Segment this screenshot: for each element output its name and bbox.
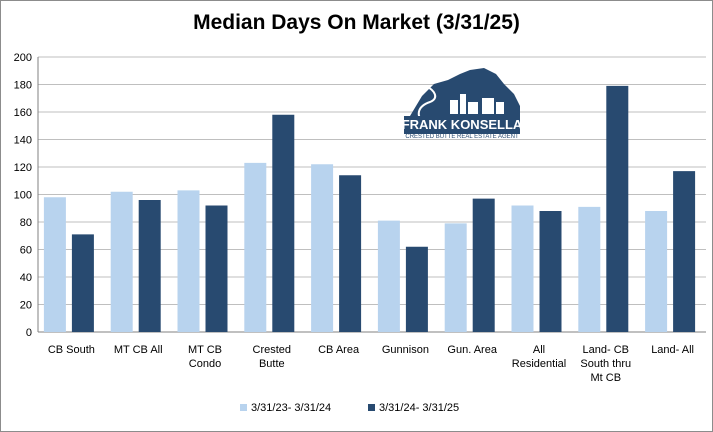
bar-s1-2 (177, 190, 200, 332)
x-category-label: Gunnison (382, 344, 429, 356)
x-category-label: CB South (48, 344, 95, 356)
x-category-label-line: CB Area (318, 344, 360, 356)
x-category-label-line: Condo (189, 358, 221, 370)
x-category-label: All Residential (512, 344, 566, 370)
y-axis-ticks: 0 20 40 60 80 100 120 140 160 180 200 (14, 52, 32, 339)
bar-s2-9 (673, 171, 696, 332)
x-category-label: Land- All (651, 344, 694, 356)
x-category-label-line: All (533, 344, 545, 356)
bar-s1-3 (244, 162, 267, 332)
x-category-label: Crested Butte (253, 344, 292, 370)
bar-s1-6 (444, 223, 467, 332)
x-category-label-line: Land- CB (583, 344, 629, 356)
gridlines (37, 56, 706, 333)
legend-label-2: 3/31/24- 3/31/25 (379, 402, 459, 414)
bars (43, 85, 696, 332)
x-category-label-line: South thru (580, 358, 631, 370)
bar-s1-7 (511, 205, 534, 332)
bar-s2-3 (272, 114, 295, 332)
legend-label-1: 3/31/23- 3/31/24 (251, 402, 331, 414)
x-category-label: CB Area (318, 344, 360, 356)
x-category-label-line: Crested (253, 344, 292, 356)
x-category-label-line: CB South (48, 344, 95, 356)
logo: FRANK KONSELLA CRESTED BUTTE REAL ESTATE… (402, 68, 523, 140)
x-category-label-line: Residential (512, 358, 566, 370)
bar-s2-0 (71, 234, 94, 332)
x-category-label: Gun. Area (447, 344, 497, 356)
y-tick-label: 140 (14, 135, 32, 147)
legend: 3/31/23- 3/31/24 3/31/24- 3/31/25 (240, 402, 459, 414)
x-category-label-line: MT CB (188, 344, 222, 356)
y-tick-label: 120 (14, 162, 32, 174)
bar-s1-9 (645, 211, 668, 332)
x-category-label-line: Mt CB (591, 372, 622, 384)
x-category-label: Land- CB South thru Mt CB (580, 344, 631, 384)
y-tick-label: 200 (14, 52, 32, 64)
x-category-label-line: MT CB All (114, 344, 163, 356)
bar-s2-1 (138, 200, 161, 332)
y-tick-label: 80 (20, 217, 32, 229)
bar-s1-1 (110, 191, 133, 332)
legend-swatch-2 (368, 404, 375, 411)
bar-s1-4 (311, 164, 334, 332)
y-tick-label: 0 (26, 327, 32, 339)
chart-title: Median Days On Market (3/31/25) (193, 11, 520, 34)
y-tick-label: 20 (20, 300, 32, 312)
y-tick-label: 40 (20, 272, 32, 284)
x-category-label-line: Butte (259, 358, 285, 370)
logo-buildings-icon (450, 94, 504, 114)
x-category-label-line: Gunnison (382, 344, 429, 356)
x-category-label-line: Gun. Area (447, 344, 497, 356)
x-category-label: MT CB All (114, 344, 163, 356)
y-tick-label: 60 (20, 245, 32, 257)
y-tick-label: 100 (14, 190, 32, 202)
legend-swatch-1 (240, 404, 247, 411)
bar-s2-8 (606, 85, 629, 332)
y-tick-label: 180 (14, 80, 32, 92)
bar-s1-0 (43, 197, 66, 332)
bar-s2-7 (539, 211, 562, 332)
logo-tagline: CRESTED BUTTE REAL ESTATE AGENT (405, 134, 519, 140)
bar-s2-2 (205, 205, 228, 332)
x-category-label-line: Land- All (651, 344, 694, 356)
bar-s2-5 (405, 246, 428, 332)
bar-s2-6 (472, 198, 495, 332)
logo-name: FRANK KONSELLA (402, 117, 523, 132)
bar-s1-5 (377, 220, 400, 332)
bar-s1-8 (578, 206, 601, 332)
x-category-label: MT CB Condo (188, 344, 222, 370)
bar-s2-4 (339, 175, 362, 332)
y-tick-label: 160 (14, 107, 32, 119)
